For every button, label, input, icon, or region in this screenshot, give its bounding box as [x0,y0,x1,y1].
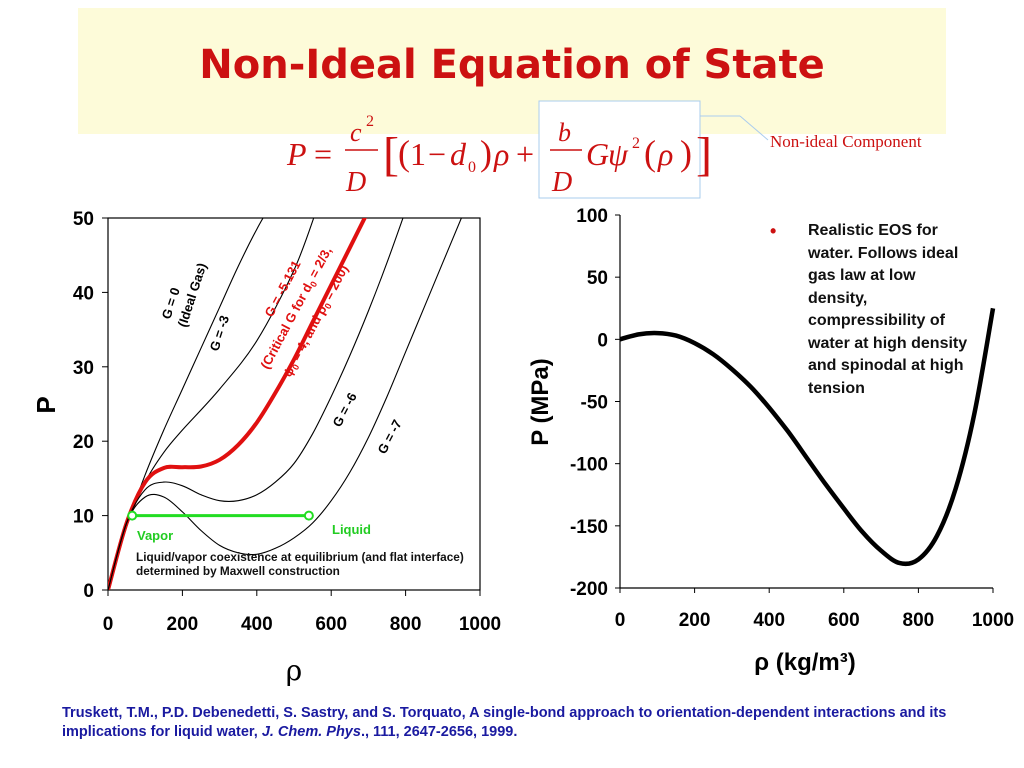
svg-text:[: [ [383,128,399,181]
right-xtick-label: 200 [679,610,711,631]
right-xtick-label: 800 [903,610,935,631]
right-ytick-label: -100 [570,455,608,476]
vapor-label: Vapor [137,528,173,543]
left-ticks: 0 200 400 600 800 1000 0 10 20 30 40 50 [73,209,501,635]
svg-text:]: ] [696,128,712,181]
vapor-point [127,510,138,521]
bullet-dot-icon: • [770,221,777,241]
right-ytick-label: -50 [581,393,608,414]
left-series-4 [108,218,462,590]
reference-citation: Truskett, T.M., P.D. Debenedetti, S. Sas… [62,704,1002,742]
right-xtick-label: 1000 [972,610,1014,631]
svg-text:ρ: ρ [493,136,509,172]
reference-authors: Truskett, T.M., P.D. Debenedetti, S. Sas… [62,705,947,740]
left-ytick-label: 0 [83,581,94,602]
left-ytick-label: 40 [73,283,94,304]
svg-text:G: G [586,136,609,172]
bullet-box: • Realistic EOS for water. Follows ideal… [770,220,970,400]
maxwell-annotation: Liquid/vapor coexistence at equilibrium … [136,550,464,578]
svg-text:b: b [558,118,571,147]
equation-glyphs: P = c 2 D [ ( 1 − d 0 ) ρ + b D G ψ 2 ( … [286,113,712,198]
left-plot-area [107,217,481,591]
left-ytick-label: 30 [73,358,94,379]
left-xtick-label: 200 [167,614,199,635]
right-ytick-label: -150 [570,517,608,538]
right-ytick-label: 50 [587,268,608,289]
svg-text:c: c [350,118,362,147]
liquid-point [303,510,314,521]
left-series-3 [108,218,404,590]
right-ylabel: P (MPa) [527,358,554,446]
right-curves [619,307,996,567]
svg-text:ρ: ρ [657,136,673,172]
svg-text:(: ( [644,133,656,173]
left-curves [108,218,462,590]
right-series-0 [619,307,996,567]
svg-text:d: d [450,136,467,172]
maxwell-annotation-text: Liquid/vapor coexistence at equilibrium … [136,550,464,578]
svg-text:): ) [680,133,692,173]
bullet-text: Realistic EOS for water. Follows ideal g… [808,222,968,397]
left-xtick-label: 0 [103,614,114,635]
svg-text:D: D [551,167,572,198]
left-xtick-label: 400 [241,614,273,635]
svg-text:+: + [516,136,534,172]
right-xtick-label: 600 [828,610,860,631]
right-ytick-label: 0 [597,330,608,351]
svg-text:(: ( [398,133,410,173]
svg-text:2: 2 [366,113,374,130]
right-xtick-label: 400 [753,610,785,631]
svg-text:D: D [345,167,366,198]
non-ideal-component-label: Non-ideal Component [770,132,922,151]
liquid-label: Liquid [332,522,371,537]
coexistence-line [127,510,314,521]
title-band [78,8,946,134]
right-ticks: 0 200 400 600 800 1000 100 50 0 -50 -100 -150 -200 [570,206,1014,631]
svg-text:=: = [314,136,332,172]
reference-journal: J. Chem. Phys [261,724,361,740]
callout-line-2 [739,115,769,141]
left-xtick-label: 600 [315,614,347,635]
left-xtick-label: 1000 [459,614,501,635]
left-ytick-label: 50 [73,209,94,230]
left-ylabel: P [31,396,61,413]
svg-text:P: P [286,136,307,172]
left-ytick-label: 10 [73,507,94,528]
svg-text:−: − [428,136,446,172]
svg-text:1: 1 [410,136,426,172]
slide-title: Non-Ideal Equation of State [199,42,825,88]
svg-text:0: 0 [468,159,476,176]
left-series-2 [108,218,367,590]
svg-text:2: 2 [632,135,640,152]
left-xtick-label: 800 [390,614,422,635]
right-ytick-label: -200 [570,579,608,600]
svg-text:ψ: ψ [608,136,629,172]
svg-text:): ) [480,133,492,173]
right-ytick-label: 100 [576,206,608,227]
reference-details: ., 111, 2647-2656, 1999. [360,724,518,740]
right-xtick-label: 0 [615,610,626,631]
right-xlabel: ρ (kg/m³) [754,649,856,676]
equation: P = c 2 D [ ( 1 − d 0 ) ρ + b D G ψ 2 ( … [286,100,769,199]
left-ytick-label: 20 [73,432,94,453]
left-xlabel: ρ [286,654,302,687]
